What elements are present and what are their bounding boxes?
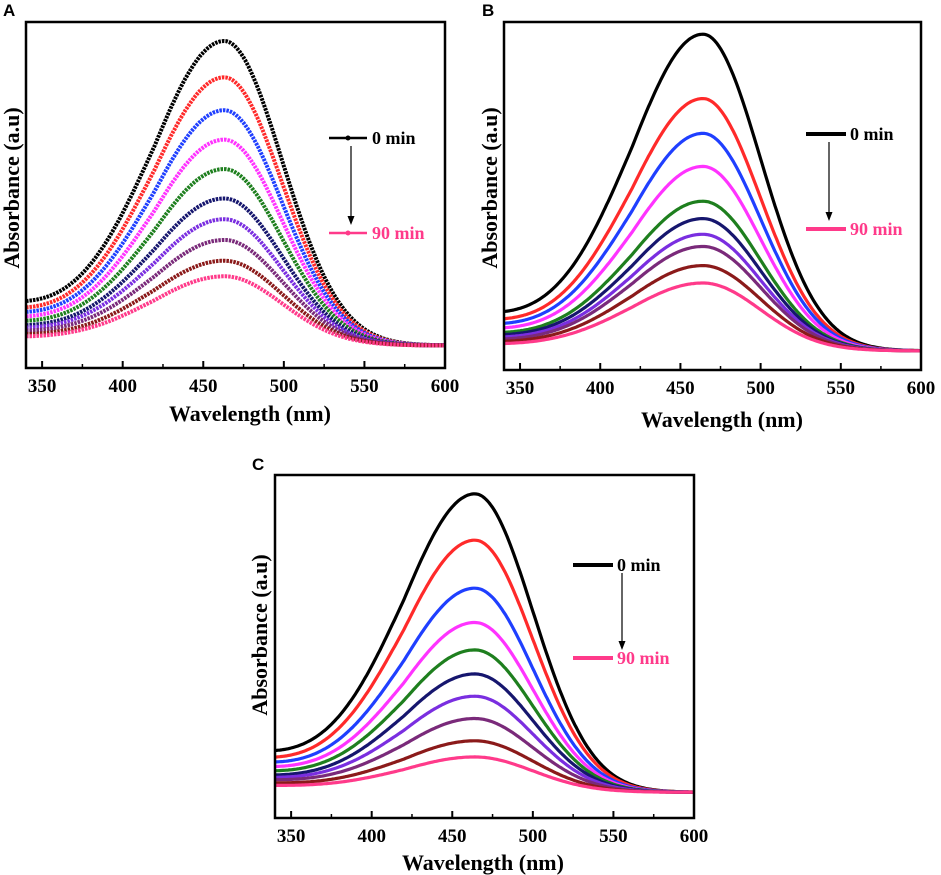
x-tick-label-450: 450 — [189, 376, 218, 397]
panel-label-a: A — [3, 1, 15, 20]
x-tick-label-400: 400 — [586, 378, 615, 399]
panel-c: C Absorbance (a.u) Wavelength (nm) 350 40… — [247, 455, 708, 875]
x-ticks-b: 350 400 450 500 550 600 — [506, 363, 935, 399]
series-line-0min — [503, 32, 921, 353]
x-ticks-c: 350 400 450 500 550 600 — [277, 811, 708, 847]
plot-frame-a — [24, 20, 447, 370]
x-tick-label-600: 600 — [431, 376, 460, 397]
legend-label-0min-b: 0 min — [850, 124, 894, 144]
panel-label-b: B — [482, 1, 494, 20]
series-line-80min — [25, 258, 446, 348]
panel-label-c: C — [252, 455, 264, 474]
panel-a: A Absorbance (a.u) Wavelength (nm) 350 40… — [0, 1, 459, 426]
x-tick-label-600: 600 — [907, 378, 936, 399]
series-line-10min — [25, 75, 446, 348]
series-line-80min — [503, 264, 921, 353]
x-tick-label-450: 450 — [438, 826, 467, 847]
series-group-a — [25, 39, 446, 348]
x-tick-label-550: 550 — [599, 826, 628, 847]
series-group-c — [274, 492, 695, 794]
panel-b: B Absorbance (a.u) Wavelength (nm) 350 40… — [477, 1, 935, 432]
x-axis-title-c: Wavelength (nm) — [402, 850, 564, 875]
legend-b: 0 min 90 min — [806, 124, 903, 239]
series-line-30min — [25, 137, 446, 348]
legend-arrowhead-b — [825, 212, 833, 221]
x-tick-label-550: 550 — [350, 376, 379, 397]
series-line-10min — [274, 538, 694, 794]
x-tick-label-350: 350 — [506, 378, 535, 399]
y-axis-title-b: Absorbance (a.u) — [477, 107, 502, 268]
legend-c: 0 min 90 min — [573, 555, 670, 668]
legend-label-0min-a: 0 min — [372, 128, 416, 148]
x-tick-label-600: 600 — [680, 826, 709, 847]
series-line-90min — [275, 755, 694, 794]
y-axis-title-a: Absorbance (a.u) — [0, 107, 24, 268]
x-ticks-a: 350 400 450 500 550 600 — [28, 361, 459, 397]
plot-frame-b — [502, 20, 923, 372]
plot-frame-c — [273, 473, 696, 820]
legend-a: 0 min 90 min — [329, 128, 425, 243]
x-tick-label-500: 500 — [270, 376, 299, 397]
x-tick-label-500: 500 — [746, 378, 775, 399]
legend-arrowhead-c — [618, 641, 626, 650]
x-tick-label-450: 450 — [666, 378, 695, 399]
y-axis-title-c: Absorbance (a.u) — [247, 554, 272, 715]
legend-label-90min-b: 90 min — [850, 219, 903, 239]
series-line-50min — [275, 672, 694, 794]
series-line-0min — [25, 39, 446, 348]
series-line-90min — [25, 274, 446, 348]
series-group-b — [503, 32, 922, 353]
x-axis-title-b: Wavelength (nm) — [641, 407, 803, 432]
x-tick-label-400: 400 — [357, 826, 386, 847]
x-tick-label-500: 500 — [519, 826, 548, 847]
x-tick-label-350: 350 — [277, 826, 306, 847]
x-axis-title-a: Wavelength (nm) — [169, 401, 331, 426]
legend-label-0min-c: 0 min — [617, 555, 661, 575]
legend-label-90min-c: 90 min — [617, 648, 670, 668]
legend-label-90min-a: 90 min — [372, 223, 425, 243]
legend-marker-0min-a — [345, 135, 351, 141]
x-tick-label-400: 400 — [108, 376, 137, 397]
legend-arrowhead-a — [347, 216, 355, 225]
x-tick-label-550: 550 — [827, 378, 856, 399]
legend-marker-90min-a — [345, 230, 351, 236]
x-tick-label-350: 350 — [28, 376, 57, 397]
series-line-90min — [503, 281, 921, 353]
